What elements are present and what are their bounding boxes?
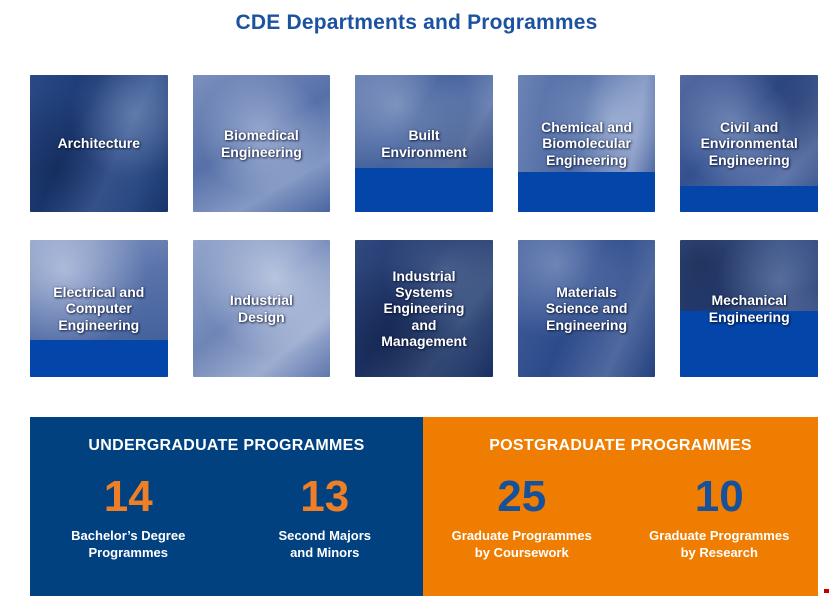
postgraduate-heading: POSTGRADUATE PROGRAMMES [489, 437, 752, 454]
postgraduate-panel: POSTGRADUATE PROGRAMMES 25 Graduate Prog… [423, 417, 818, 596]
undergraduate-panel: UNDERGRADUATE PROGRAMMES 14 Bachelor’s D… [30, 417, 423, 596]
department-photo [355, 240, 493, 377]
tile-bottom-bar [680, 186, 818, 212]
department-label: Industrial Systems Engineering and Manag… [381, 268, 467, 349]
department-photo [517, 240, 656, 377]
department-label: Chemical and Biomolecular Engineering [541, 119, 633, 168]
stat-value: 10 [694, 472, 744, 521]
programmes-summary: UNDERGRADUATE PROGRAMMES 14 Bachelor’s D… [30, 417, 818, 596]
stat-label: Second Majors and Minors [278, 528, 371, 560]
page-title: CDE Departments and Programmes [235, 11, 598, 34]
department-photo [30, 75, 168, 212]
tile-bottom-bar [355, 168, 493, 212]
department-photo [192, 240, 331, 377]
department-tile-industrial-systems-engineering-management: Industrial Systems Engineering and Manag… [355, 240, 493, 377]
department-tile-biomedical-engineering: Biomedical Engineering [192, 75, 331, 212]
department-label: Electrical and Computer Engineering [53, 284, 145, 333]
department-label: Civil and Environmental Engineering [700, 119, 798, 168]
stat-value: 25 [497, 472, 547, 521]
undergraduate-heading: UNDERGRADUATE PROGRAMMES [88, 437, 365, 454]
tile-bottom-bar [517, 172, 656, 212]
department-tile-materials-science-engineering: Materials Science and Engineering [517, 240, 656, 377]
department-tile-chemical-biomolecular-engineering: Chemical and Biomolecular Engineering [517, 75, 656, 212]
department-label: Architecture [57, 135, 141, 152]
stat-graduate-programmes-coursework: 25 Graduate Programmes by Coursework [423, 475, 621, 562]
department-tile-industrial-design: Industrial Design [192, 240, 331, 377]
department-tile-electrical-computer-engineering: Electrical and Computer Engineering [30, 240, 168, 377]
stat-value: 13 [300, 472, 350, 521]
department-tile-mechanical-engineering: Mechanical Engineering [680, 240, 818, 377]
department-label: Mechanical Engineering [708, 292, 790, 325]
corner-mark [824, 589, 829, 593]
stat-graduate-programmes-research: 10 Graduate Programmes by Research [621, 475, 819, 562]
postgraduate-stats: 25 Graduate Programmes by Coursework 10 … [423, 475, 818, 562]
tile-bottom-bar [30, 340, 168, 377]
department-label: Materials Science and Engineering [545, 284, 628, 333]
department-label: Biomedical Engineering [220, 127, 302, 160]
stat-bachelors-degree-programmes: 14 Bachelor’s Degree Programmes [30, 475, 227, 562]
stat-value: 14 [103, 472, 153, 521]
department-label: Industrial Design [229, 292, 293, 325]
department-tile-architecture: Architecture [30, 75, 168, 212]
department-photo [192, 75, 331, 212]
tile-bottom-bar [680, 311, 818, 377]
department-label: Built Environment [381, 127, 467, 160]
stat-label: Graduate Programmes by Research [649, 528, 790, 560]
department-tile-built-environment: Built Environment [355, 75, 493, 212]
undergraduate-stats: 14 Bachelor’s Degree Programmes 13 Secon… [30, 475, 423, 562]
stat-label: Graduate Programmes by Coursework [451, 528, 592, 560]
stat-label: Bachelor’s Degree Programmes [71, 528, 186, 560]
department-tile-civil-environmental-engineering: Civil and Environmental Engineering [680, 75, 818, 212]
stat-second-majors-minors: 13 Second Majors and Minors [227, 475, 424, 562]
departments-grid: Architecture Biomedical Engineering Buil… [30, 75, 818, 377]
